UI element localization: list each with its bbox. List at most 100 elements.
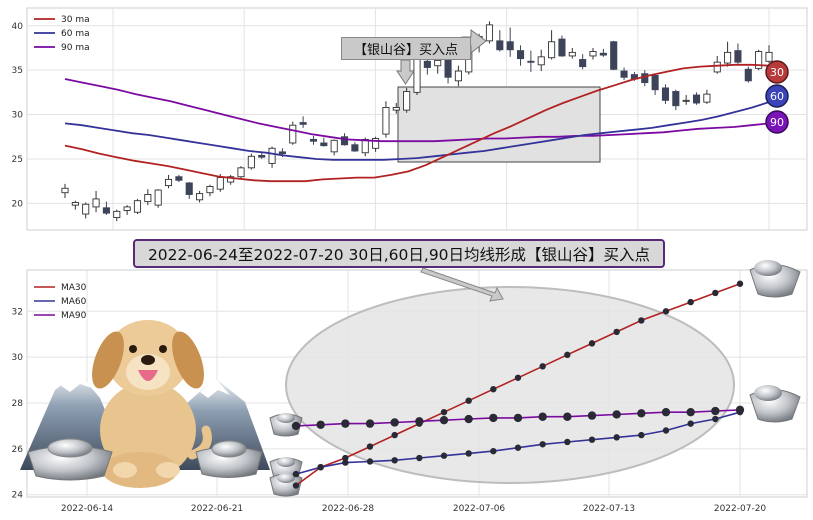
candle — [682, 95, 690, 105]
candle — [330, 139, 338, 156]
series-point — [415, 417, 424, 426]
series-point — [661, 407, 671, 417]
top-y-tick: 35 — [12, 66, 23, 76]
badge-60-circle — [765, 84, 789, 108]
candle-body — [672, 91, 680, 107]
candle — [92, 190, 100, 213]
series-point — [538, 412, 547, 421]
candles — [61, 21, 773, 222]
candle — [82, 202, 90, 219]
series-point — [391, 431, 398, 439]
badge-90-circle — [765, 110, 789, 134]
candle — [516, 45, 525, 66]
candle — [227, 174, 235, 185]
legend-60ma: 60 ma — [61, 29, 90, 39]
candle-body — [579, 59, 587, 68]
candle — [589, 47, 597, 60]
series-point — [662, 427, 670, 434]
candle-body — [227, 176, 235, 183]
legend-30ma: 30 ma — [61, 15, 90, 25]
bottom-y-tick: 32 — [12, 307, 23, 317]
candle — [755, 49, 763, 71]
ma-line-panel: 24 26 28 30 32 2022-06-14 2022-06-21 2022-06-2… — [12, 260, 808, 514]
candle — [558, 35, 566, 57]
candle — [610, 40, 618, 71]
candle-body — [92, 198, 100, 208]
candle-body — [61, 187, 69, 194]
ma-badges: 30 60 90 — [765, 60, 789, 134]
candle-body — [340, 136, 349, 146]
series-point — [365, 419, 375, 428]
candle-body — [744, 68, 752, 82]
series-point — [638, 317, 645, 324]
candle-body — [651, 75, 659, 91]
candle — [744, 66, 752, 83]
series-point — [342, 454, 349, 462]
candle — [403, 87, 411, 113]
candle-body — [641, 73, 649, 84]
candle — [320, 137, 328, 147]
candle — [724, 41, 732, 67]
candle — [537, 49, 545, 72]
series-point — [416, 454, 423, 462]
candle-body — [734, 50, 742, 63]
candle-body — [382, 107, 390, 135]
ingot-icon-5 — [749, 385, 801, 423]
candle-body — [620, 70, 628, 78]
candle-body — [661, 87, 670, 101]
candle-body — [692, 94, 701, 104]
top-y-tick: 30 — [12, 111, 24, 121]
series-point — [613, 328, 620, 336]
series-point — [440, 408, 448, 416]
top-y-tick: 40 — [12, 22, 24, 32]
candle — [661, 84, 670, 104]
candle-body — [568, 51, 576, 57]
candle-body — [682, 99, 690, 102]
series-point — [564, 438, 571, 446]
candle-body — [403, 91, 411, 111]
badge-30: 30 — [770, 66, 784, 79]
badge-90: 90 — [770, 116, 784, 129]
silver-valley-zone — [397, 86, 601, 163]
candle-body — [196, 193, 204, 201]
candle-body — [516, 50, 525, 60]
series-point — [686, 407, 695, 417]
bottom-y-tick: 30 — [12, 353, 24, 363]
candle-body — [258, 154, 266, 158]
candle — [496, 30, 504, 52]
badge-30-circle — [765, 60, 789, 84]
candle — [599, 48, 607, 57]
candle-body — [713, 61, 721, 73]
candle — [247, 153, 255, 170]
series-point — [464, 414, 473, 424]
series-point — [514, 374, 522, 381]
candle-body — [289, 124, 297, 144]
series-point — [513, 413, 523, 423]
ingot-icon-1 — [269, 413, 303, 437]
top-y-tick-labels: 20 25 30 35 40 — [12, 22, 24, 210]
bottom-y-tick: 26 — [12, 445, 24, 455]
candle-body — [216, 177, 224, 190]
legend-ma60: MA60 — [61, 297, 87, 307]
candle — [734, 43, 742, 65]
candle — [206, 184, 214, 197]
candle-body — [175, 176, 183, 181]
bottom-x-tick: 2022-06-28 — [322, 504, 375, 514]
candle — [309, 135, 318, 145]
candle-body — [133, 200, 142, 213]
candle-body — [206, 186, 214, 194]
candle — [144, 189, 152, 206]
candle — [164, 174, 173, 189]
candle — [382, 101, 390, 138]
series-point — [366, 458, 374, 465]
candle — [258, 152, 266, 159]
ingot-icon-3 — [269, 473, 303, 497]
candle — [71, 200, 79, 210]
series-point — [539, 441, 546, 448]
series-point — [514, 444, 522, 451]
candle-body — [299, 122, 307, 125]
candle — [392, 103, 400, 114]
candle — [268, 146, 276, 168]
series-point — [711, 406, 720, 416]
candle — [237, 166, 245, 179]
